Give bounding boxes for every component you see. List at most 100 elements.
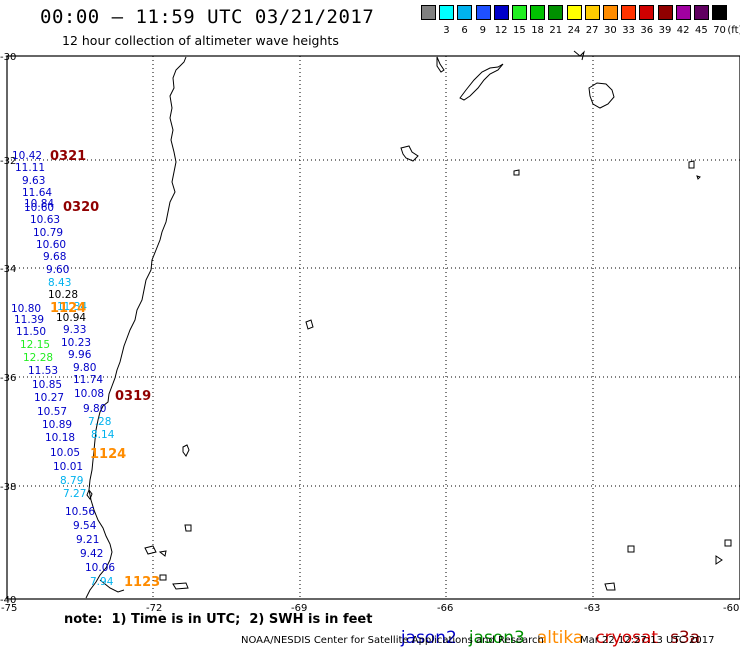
- track-value: 9.63: [22, 175, 45, 187]
- track-value: 8.14: [91, 429, 115, 441]
- lat-label: -36: [0, 373, 16, 384]
- track-value: 10.57: [37, 406, 67, 418]
- scale-unit: (ft): [727, 25, 740, 36]
- track-value: 9.54: [73, 520, 97, 532]
- track-value: 10.18: [45, 432, 75, 444]
- islands: [86, 50, 732, 591]
- scale-label: 70: [713, 25, 726, 36]
- track-value: 10.89: [42, 419, 72, 431]
- scale-label: 33: [622, 25, 635, 36]
- track-values: 10.42 11.11 9.63 11.64 10.84 10.60 10.63…: [11, 150, 115, 588]
- track-value: 9.80: [83, 403, 106, 415]
- scale-swatch: [439, 5, 455, 20]
- track-value: 10.56: [65, 506, 95, 518]
- scale-label: 9: [479, 25, 486, 36]
- lon-label: -72: [146, 603, 162, 614]
- track-value: 9.68: [43, 251, 66, 263]
- scale-label: 45: [695, 25, 708, 36]
- track-value: 9.42: [80, 548, 103, 560]
- track-value: 11.11: [15, 162, 45, 174]
- track-value: 9.33: [63, 324, 86, 336]
- credit-line: NOAA/NESDIS Center for Satellite Applica…: [241, 635, 544, 646]
- track-value: 10.94: [56, 312, 86, 324]
- track-value: 10.85: [32, 379, 62, 391]
- track-value: 9.80: [73, 362, 96, 374]
- track-value: 9.21: [76, 534, 99, 546]
- track-value: 12.15: [20, 339, 50, 351]
- track-value: 10.27: [34, 392, 64, 404]
- track-value: 11.50: [16, 326, 46, 338]
- footer-note: note: 1) Time is in UTC; 2) SWH is in fe…: [64, 612, 373, 627]
- track-value: 10.23: [61, 337, 91, 349]
- scale-label: 15: [513, 25, 526, 36]
- pass-label: 0321: [50, 149, 86, 164]
- track-value: 10.06: [85, 562, 115, 574]
- scale-swatch: [457, 5, 473, 20]
- scale-swatch: [621, 5, 637, 20]
- track-value: 11.39: [14, 314, 44, 326]
- lon-label: -63: [584, 603, 600, 614]
- scale-swatch: [657, 5, 673, 20]
- graticule: [7, 56, 740, 599]
- generation-timestamp: Mar 22 12:27:13 UTC 2017: [580, 635, 715, 646]
- scale-label: 18: [531, 25, 544, 36]
- scale-label: 27: [585, 25, 599, 36]
- longitude-labels: -75 -72 -69 -66 -63 -60: [1, 603, 739, 614]
- pass-label: 1124: [50, 301, 86, 316]
- track-value: 10.60: [24, 202, 54, 214]
- satellite-name-jason2: jason2: [400, 628, 457, 648]
- scale-label: 6: [461, 25, 468, 36]
- pass-label: 1123: [124, 575, 160, 590]
- track-value: 11.53: [28, 365, 58, 377]
- satellite-name-jason3: jason3: [468, 628, 525, 648]
- scale-swatch: [512, 5, 527, 20]
- scale-swatch: [694, 5, 709, 20]
- scale-swatch: [421, 5, 436, 20]
- lat-label: -32: [0, 156, 16, 167]
- scale-swatch: [712, 5, 728, 20]
- track-value: 8.43: [48, 277, 71, 289]
- lon-label: -69: [291, 603, 307, 614]
- scale-swatch: [584, 5, 600, 20]
- scale-label: 30: [604, 25, 617, 36]
- scale-swatch: [530, 5, 546, 20]
- track-value: 7.27: [63, 488, 86, 500]
- scale-swatch: [566, 5, 582, 20]
- pass-label: 1124: [90, 447, 126, 462]
- track-value: 10.28: [48, 289, 78, 301]
- track-value: 10.42: [12, 150, 42, 162]
- lon-label: -75: [1, 603, 17, 614]
- track-value: 10.05: [50, 447, 80, 459]
- pass-label: 0319: [115, 389, 151, 404]
- satellite-name-s3a: s3a: [670, 628, 701, 648]
- scale-swatch: [639, 5, 655, 20]
- track-value: 11.34: [57, 301, 87, 313]
- track-value: 7.28: [88, 416, 111, 428]
- track-value: 10.08: [74, 388, 104, 400]
- scale-label: 3: [443, 25, 450, 36]
- track-value: 10.84: [24, 198, 54, 210]
- lon-label: -60: [723, 603, 739, 614]
- scale-label: 39: [658, 25, 672, 36]
- track-value: 12.28: [23, 352, 53, 364]
- scale-swatch: [475, 5, 491, 20]
- satellite-name-cryosat: cryosat: [595, 628, 659, 648]
- scale-swatch: [675, 5, 691, 20]
- lat-label: -30: [0, 52, 16, 63]
- track-value: 10.63: [30, 214, 60, 226]
- lat-label: -38: [0, 482, 16, 493]
- satellite-name-altika: altika: [536, 628, 584, 648]
- track-value: 8.79: [60, 475, 83, 487]
- track-value: 7.94: [90, 576, 114, 588]
- track-value: 10.79: [33, 227, 63, 239]
- pass-label: 0320: [63, 200, 99, 215]
- scale-swatch: [548, 5, 564, 20]
- scale-label: 24: [567, 25, 581, 36]
- lat-label: -34: [0, 264, 16, 275]
- satellite-legend: jason2 jason3 altika cryosat s3a: [390, 608, 712, 648]
- scale-label: 12: [494, 25, 508, 36]
- pass-labels: 0321 0320 0319 1124 1123 1124: [50, 149, 160, 590]
- latitude-labels: -30 -32 -34 -36 -38 -40: [0, 52, 16, 606]
- lon-label: -66: [437, 603, 453, 614]
- track-value: 10.01: [53, 461, 83, 473]
